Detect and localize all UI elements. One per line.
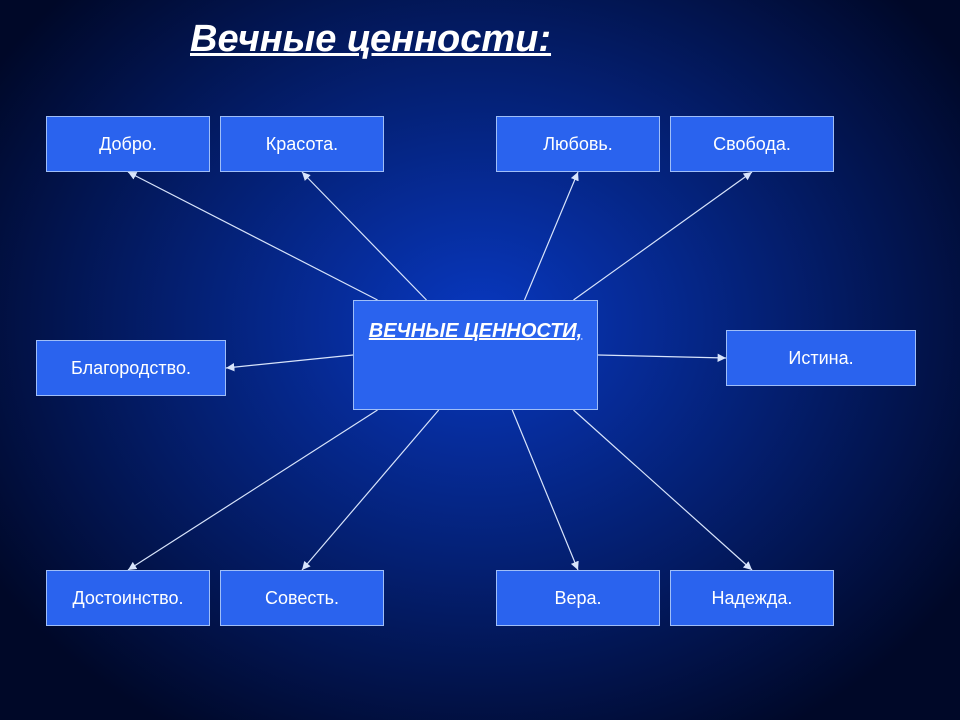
node-label: Любовь. (543, 134, 613, 155)
node-label: Совесть. (265, 588, 339, 609)
edge-to-svoboda (574, 172, 753, 300)
node-svoboda: Свобода. (670, 116, 834, 172)
center-node: ВЕЧНЫЕ ЦЕННОСТИ, (353, 300, 598, 410)
edge-to-vera (512, 410, 578, 570)
node-dostoinstvo: Достоинство. (46, 570, 210, 626)
edge-to-blagorodstvo (226, 355, 353, 368)
edge-to-sovest (302, 410, 439, 570)
node-label: Добро. (99, 134, 157, 155)
node-label: Свобода. (713, 134, 791, 155)
edge-to-dobro (128, 172, 378, 300)
edge-to-lyubov (525, 172, 579, 300)
node-label: Достоинство. (72, 588, 183, 609)
node-istina: Истина. (726, 330, 916, 386)
node-blagorodstvo: Благородство. (36, 340, 226, 396)
center-node-label: ВЕЧНЫЕ ЦЕННОСТИ, (354, 319, 597, 343)
slide-title: Вечные ценности: (190, 18, 551, 61)
node-label: Красота. (266, 134, 338, 155)
node-label: Благородство. (71, 358, 191, 379)
node-label: Надежда. (712, 588, 793, 609)
node-lyubov: Любовь. (496, 116, 660, 172)
node-dobro: Добро. (46, 116, 210, 172)
node-krasota: Красота. (220, 116, 384, 172)
node-nadezhda: Надежда. (670, 570, 834, 626)
edge-to-krasota (302, 172, 427, 300)
diagram-canvas: Вечные ценности: ВЕЧНЫЕ ЦЕННОСТИ, Добро.… (0, 0, 960, 720)
node-vera: Вера. (496, 570, 660, 626)
edge-to-dostoinstvo (128, 410, 378, 570)
edge-to-nadezhda (574, 410, 753, 570)
node-label: Истина. (788, 348, 853, 369)
node-label: Вера. (554, 588, 601, 609)
edge-to-istina (598, 355, 726, 358)
node-sovest: Совесть. (220, 570, 384, 626)
